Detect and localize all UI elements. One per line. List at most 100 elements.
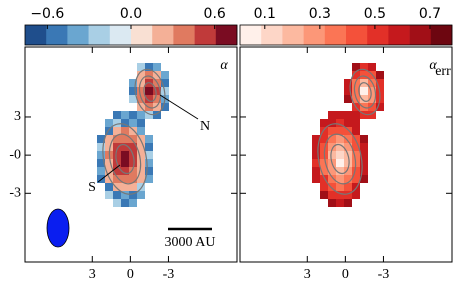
map-pixel (344, 175, 352, 183)
y-tick-label: 3 (14, 109, 21, 124)
map-pixel (121, 191, 129, 199)
label-s: S (88, 180, 96, 195)
map-pixel (105, 119, 113, 127)
colorbar-tick-label: 0.7 (419, 6, 441, 22)
colorbar-tick-label: 0.0 (120, 6, 142, 22)
map-pixel (328, 143, 336, 151)
map-pixel (137, 79, 145, 87)
map-pixel (360, 135, 368, 143)
map-pixel (129, 159, 137, 167)
map-pixel (312, 135, 320, 143)
contour (349, 68, 381, 116)
map-pixel (129, 111, 137, 119)
colorbar-frame (239, 24, 453, 46)
map-pixel (129, 143, 137, 151)
map-pixel (360, 71, 368, 79)
map-pixel (352, 175, 360, 183)
map-pixel (360, 95, 368, 103)
map-pixel (129, 79, 137, 87)
map-pixel (113, 167, 121, 175)
map-pixel (121, 127, 129, 135)
map-pixel (137, 127, 145, 135)
map-pixel (121, 199, 129, 207)
map-pixel (360, 151, 368, 159)
map-pixel (344, 87, 352, 95)
maps: −0.6 0.0 0.6 3 0 -3 3 -0 -3 0.1 0.3 0.5 0.7 3 0 -3 (9, 6, 453, 282)
map-pixel (352, 87, 360, 95)
map-pixel (121, 111, 129, 119)
map-pixel (153, 103, 161, 111)
map-pixel (129, 87, 137, 95)
map-pixel (137, 167, 145, 175)
map-pixel (105, 191, 113, 199)
map-pixel (352, 63, 360, 71)
map-pixel (352, 79, 360, 87)
map-pixel (121, 135, 129, 143)
colorbar-cell (46, 25, 68, 45)
colorbar-cell (25, 25, 47, 45)
map-pixel (352, 183, 360, 191)
map-pixel (328, 111, 336, 119)
contour (143, 82, 157, 102)
contour (134, 68, 166, 116)
map-pixel (360, 143, 368, 151)
contour (353, 75, 377, 109)
colorbar-cell (430, 25, 453, 45)
map-pixel (344, 79, 352, 87)
map-pixel (360, 87, 368, 95)
colorbar-cell (282, 25, 304, 45)
map-pixel (121, 143, 129, 151)
map-pixel (328, 151, 336, 159)
map-pixel (145, 159, 153, 167)
map-pixel (145, 143, 153, 151)
scale-label: 3000 AU (165, 235, 216, 250)
map-pixel (145, 175, 153, 183)
map-pixel (121, 175, 129, 183)
overlay: 3000 AU N S α α err (46, 58, 451, 250)
map-pixel (129, 127, 137, 135)
contour (358, 82, 372, 102)
map-pixel (320, 119, 328, 127)
map-pixel (129, 167, 137, 175)
map-pixel (113, 175, 121, 183)
colorbar-cell (194, 25, 217, 45)
map-pixel (161, 79, 169, 87)
map-pixel (312, 167, 320, 175)
map-pixel (129, 183, 137, 191)
map-pixel (376, 71, 384, 79)
map-pixel (137, 151, 145, 159)
map-pixel (320, 135, 328, 143)
x-tick-label: 3 (304, 267, 311, 282)
label-n: N (200, 119, 210, 134)
map-pixel (336, 143, 344, 151)
map-pixel (137, 135, 145, 143)
map-pixel (360, 111, 368, 119)
map-pixel (352, 143, 360, 151)
map-pixel (344, 127, 352, 135)
map-pixel (360, 159, 368, 167)
map-pixel (121, 167, 129, 175)
colorbar-cell (409, 25, 432, 45)
map-pixel (121, 159, 129, 167)
map-pixel (105, 159, 113, 167)
map-pixel (161, 71, 169, 79)
map-pixel (376, 79, 384, 87)
map-pixel (97, 151, 105, 159)
colorbar-cell (240, 25, 262, 45)
map-pixel (344, 119, 352, 127)
panel-frame (24, 46, 238, 263)
map-pixel (344, 143, 352, 151)
colorbar-cell (215, 25, 238, 45)
x-tick-label: -3 (378, 267, 390, 282)
map-pixel (145, 167, 153, 175)
colorbar-tick-label: 0.1 (254, 6, 276, 22)
x-tick-label: 0 (127, 267, 134, 282)
map-pixel (113, 119, 121, 127)
x-tick-label: -3 (163, 267, 175, 282)
map-pixel (368, 111, 376, 119)
map-pixel (360, 167, 368, 175)
map-pixel (328, 175, 336, 183)
map-pixel (153, 95, 161, 103)
map-pixel (344, 191, 352, 199)
map-pixel (129, 119, 137, 127)
